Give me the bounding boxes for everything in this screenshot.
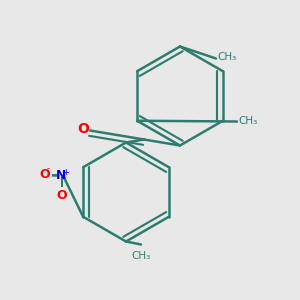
Text: N: N	[56, 169, 67, 182]
Text: CH₃: CH₃	[238, 116, 258, 127]
Text: O: O	[56, 189, 67, 202]
Text: CH₃: CH₃	[218, 52, 237, 62]
Text: +: +	[62, 168, 69, 177]
Text: O: O	[39, 167, 50, 181]
Text: O: O	[77, 122, 89, 136]
Text: -: -	[46, 164, 50, 173]
Text: CH₃: CH₃	[131, 251, 151, 261]
